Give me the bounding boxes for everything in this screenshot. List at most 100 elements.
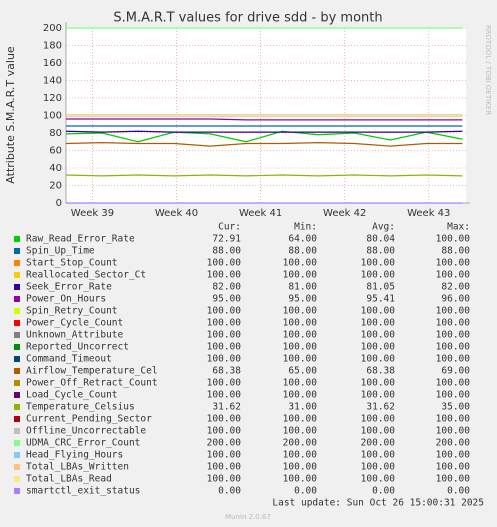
legend-swatch	[14, 452, 20, 458]
legend-label: Total_LBAs_Read	[26, 474, 112, 485]
legend-value: 100.00	[207, 426, 242, 437]
legend-swatch	[14, 416, 20, 422]
legend-value: 100.00	[436, 270, 471, 281]
legend-swatch	[14, 392, 20, 398]
legend-value: 88.00	[366, 246, 395, 257]
legend-label: Load_Cycle_Count	[26, 390, 118, 401]
legend-value: 100.00	[283, 450, 318, 461]
series-line	[65, 142, 463, 147]
x-tick-label: Week 39	[71, 208, 114, 219]
watermark: RRDTOOL / TOBI OETIKER	[484, 25, 492, 115]
legend-value: 100.00	[436, 426, 471, 437]
legend-swatch	[14, 476, 20, 482]
legend-value: 100.00	[361, 474, 396, 485]
legend-value: 100.00	[436, 390, 471, 401]
legend-value: 31.62	[212, 402, 241, 413]
legend-label: Seek_Error_Rate	[26, 282, 112, 293]
legend-value: 35.00	[441, 402, 470, 413]
y-tick-label: 80	[49, 128, 62, 139]
legend-value: 100.00	[283, 330, 318, 341]
legend-value: 100.00	[207, 342, 242, 353]
legend-value: 100.00	[436, 342, 471, 353]
legend-value: 69.00	[441, 366, 470, 377]
series-line	[65, 174, 463, 177]
legend-value: 81.05	[366, 282, 395, 293]
legend-value: 200.00	[207, 438, 242, 449]
legend-swatch	[14, 236, 20, 242]
legend-label: Command_Timeout	[26, 354, 112, 365]
legend-header: Max:	[447, 222, 470, 233]
legend-value: 88.00	[288, 246, 317, 257]
series-line	[66, 118, 463, 121]
y-tick-label: 20	[49, 181, 62, 192]
legend-swatch	[14, 356, 20, 362]
legend-value: 100.00	[283, 462, 318, 473]
legend-value: 96.00	[441, 294, 470, 305]
legend-swatch	[14, 296, 20, 302]
legend-value: 100.00	[361, 378, 396, 389]
legend-value: 100.00	[207, 390, 242, 401]
legend-swatch	[14, 260, 20, 266]
x-tick-label: Week 40	[155, 208, 198, 219]
y-tick-label: 0	[56, 198, 62, 209]
legend-value: 100.00	[283, 342, 318, 353]
legend-value: 100.00	[361, 450, 396, 461]
plot: 0 20 40 60 80 100 120 140 160 180 200 Week 39 Week 4…	[43, 22, 470, 219]
y-tick-label: 140	[43, 76, 62, 87]
x-tick-label: Week 42	[323, 208, 366, 219]
legend-label: Spin_Up_Time	[26, 246, 95, 257]
legend-value: 100.00	[207, 330, 242, 341]
legend-value: 100.00	[207, 462, 242, 473]
legend-swatch	[14, 428, 20, 434]
legend-value: 100.00	[361, 354, 396, 365]
legend-value: 100.00	[283, 306, 318, 317]
y-tick-label: 180	[43, 41, 62, 52]
legend-label: Total_LBAs_Written	[26, 462, 129, 473]
legend-swatch	[14, 284, 20, 290]
legend-swatch	[14, 440, 20, 446]
y-tick-label: 60	[49, 146, 62, 157]
legend-value: 100.00	[361, 330, 396, 341]
legend-value: 31.00	[288, 402, 317, 413]
legend-value: 100.00	[283, 474, 318, 485]
legend-value: 200.00	[283, 438, 318, 449]
legend-value: 200.00	[436, 438, 471, 449]
x-tick-label: Week 43	[407, 208, 450, 219]
legend-value: 100.00	[361, 270, 396, 281]
legend-value: 81.00	[288, 282, 317, 293]
y-tick-label: 200	[43, 23, 62, 34]
y-tick-label: 40	[49, 163, 62, 174]
y-tick-label: 160	[43, 58, 62, 69]
legend-value: 100.00	[436, 306, 471, 317]
legend-value: 100.00	[207, 378, 242, 389]
legend-value: 88.00	[441, 246, 470, 257]
legend-value: 82.00	[212, 282, 241, 293]
legend-value: 100.00	[207, 414, 242, 425]
legend-value: 100.00	[207, 258, 242, 269]
legend-value: 100.00	[207, 318, 242, 329]
x-tick-label: Week 41	[239, 208, 282, 219]
legend-label: Offline_Uncorrectable	[26, 426, 146, 437]
legend-value: 100.00	[361, 318, 396, 329]
legend-value: 100.00	[207, 354, 242, 365]
legend-value: 100.00	[436, 414, 471, 425]
legend: Cur: Min: Avg: Max: Raw_Read_Error_Rate 72.91…	[14, 222, 470, 497]
legend-swatch	[14, 320, 20, 326]
legend-value: 68.38	[366, 366, 395, 377]
legend-swatch	[14, 488, 20, 494]
legend-swatch	[14, 332, 20, 338]
legend-value: 100.00	[436, 354, 471, 365]
legend-value: 100.00	[361, 414, 396, 425]
legend-value: 100.00	[283, 258, 318, 269]
legend-value: 100.00	[283, 378, 318, 389]
series-line	[65, 130, 463, 133]
last-update: Last update: Sun Oct 26 15:00:31 2025	[272, 498, 484, 509]
legend-value: 100.00	[361, 462, 396, 473]
legend-swatch	[14, 380, 20, 386]
legend-value: 100.00	[207, 474, 242, 485]
legend-swatch	[14, 344, 20, 350]
y-tick-label: 100	[43, 111, 62, 122]
legend-label: Current_Pending_Sector	[26, 414, 152, 425]
chart-title: S.M.A.R.T values for drive sdd - by mont…	[113, 11, 382, 26]
